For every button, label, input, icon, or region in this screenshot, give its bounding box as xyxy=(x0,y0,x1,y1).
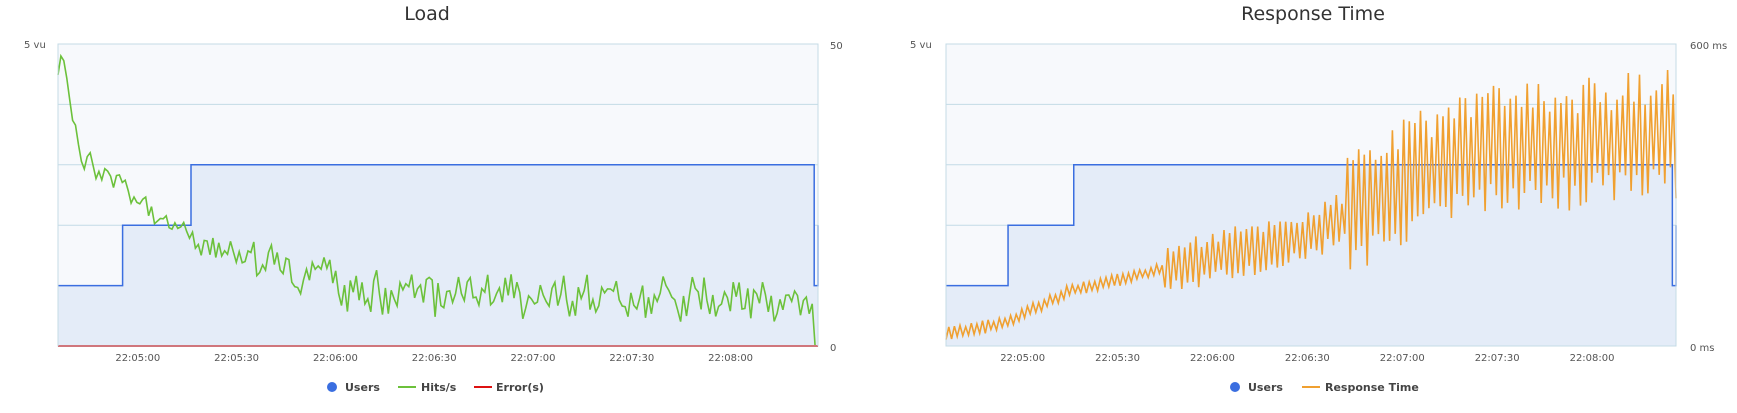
x-ticks-load: 22:05:00 22:05:30 22:06:00 22:06:30 22:07:00… xyxy=(115,353,753,364)
plot-border-response xyxy=(945,43,1677,347)
users-line-load xyxy=(58,164,819,287)
x-tick-label: 22:06:30 xyxy=(1285,353,1330,364)
x-tick-label: 22:08:00 xyxy=(1570,353,1615,364)
x-tick-label: 22:05:00 xyxy=(115,353,160,364)
chart-title-response: Response Time xyxy=(1241,3,1385,25)
x-tick-label: 22:05:30 xyxy=(214,353,259,364)
legend-response-label: Response Time xyxy=(1325,381,1419,394)
y-right-top-load: 50 xyxy=(830,41,843,52)
y-left-label-response: 5 vu xyxy=(910,40,932,51)
legend-users-marker xyxy=(327,382,337,392)
users-area-load xyxy=(58,164,818,346)
legend-response: Users Response Time xyxy=(1230,381,1419,394)
plot-border-load xyxy=(57,43,819,347)
x-tick-label: 22:06:00 xyxy=(313,353,358,364)
x-tick-label: 22:07:30 xyxy=(1475,353,1520,364)
chart-load: Load 5 vu 50 0 22:05:00 22:05:30 22:06:00 2… xyxy=(24,3,843,394)
hits-line xyxy=(57,53,818,347)
legend-users-label: Users xyxy=(345,381,380,394)
x-tick-label: 22:08:00 xyxy=(708,353,753,364)
y-right-bottom-response: 0 ms xyxy=(1690,343,1715,354)
x-tick-label: 22:07:00 xyxy=(1380,353,1425,364)
x-tick-label: 22:05:00 xyxy=(1000,353,1045,364)
x-tick-label: 22:07:30 xyxy=(609,353,654,364)
y-right-bottom-load: 0 xyxy=(830,343,836,354)
x-tick-label: 22:07:00 xyxy=(511,353,556,364)
y-right-top-response: 600 ms xyxy=(1690,41,1727,52)
x-tick-label: 22:05:30 xyxy=(1095,353,1140,364)
users-line-response xyxy=(946,164,1677,287)
chart-response-time: Response Time 5 vu 600 ms 0 ms 22:05:00 2… xyxy=(910,3,1727,394)
x-tick-label: 22:06:00 xyxy=(1190,353,1235,364)
legend-users-label-2: Users xyxy=(1248,381,1283,394)
legend-users-marker-2 xyxy=(1230,382,1240,392)
x-ticks-response: 22:05:00 22:05:30 22:06:00 22:06:30 22:07:00… xyxy=(1000,353,1614,364)
legend-load: Users Hits/s Error(s) xyxy=(327,381,544,394)
users-area-response xyxy=(946,164,1676,346)
x-tick-label: 22:06:30 xyxy=(412,353,457,364)
response-time-line xyxy=(945,69,1677,340)
legend-hits-label: Hits/s xyxy=(421,381,457,394)
chart-title-load: Load xyxy=(404,3,450,25)
legend-errors-label: Error(s) xyxy=(496,381,544,394)
y-left-label-load: 5 vu xyxy=(24,40,46,51)
